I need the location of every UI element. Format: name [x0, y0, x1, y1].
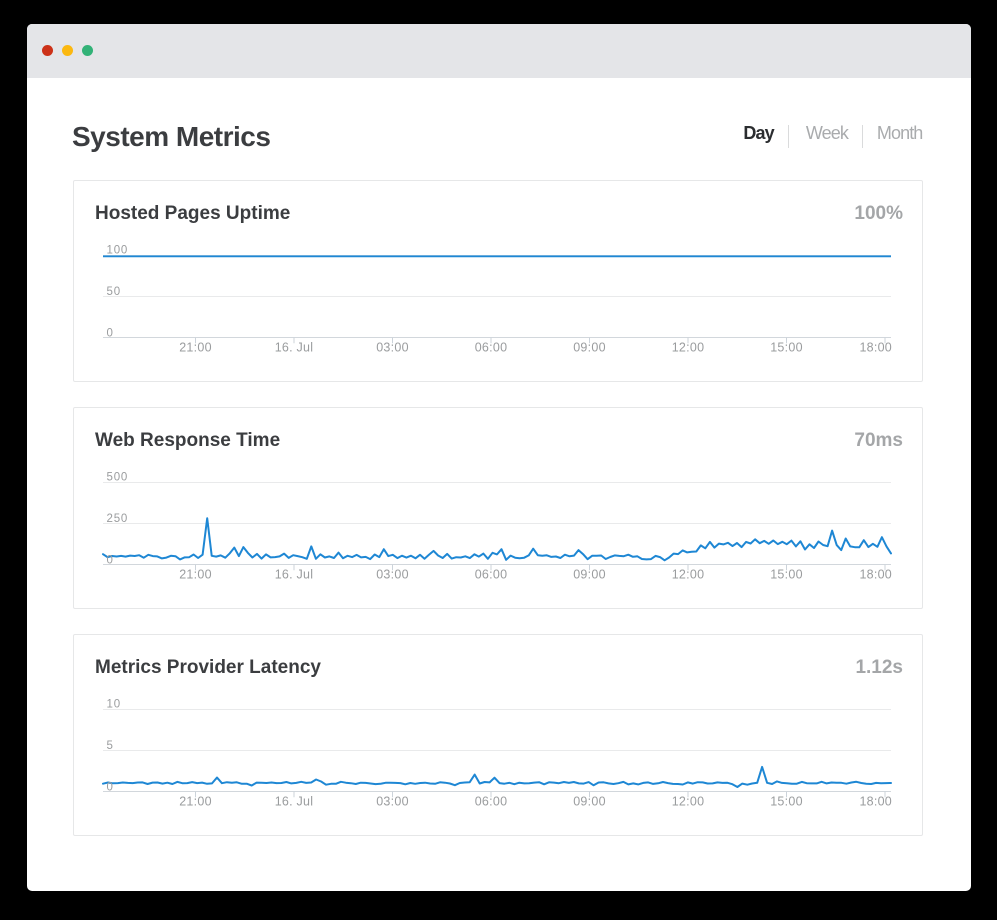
svg-text:21:00: 21:00 — [179, 341, 212, 355]
svg-text:09:00: 09:00 — [573, 568, 606, 582]
svg-text:06:00: 06:00 — [475, 795, 508, 809]
svg-text:12:00: 12:00 — [672, 568, 705, 582]
svg-text:100: 100 — [107, 245, 129, 257]
svg-text:15:00: 15:00 — [770, 568, 803, 582]
svg-text:18:00: 18:00 — [859, 341, 892, 355]
svg-text:21:00: 21:00 — [179, 568, 212, 582]
svg-text:03:00: 03:00 — [376, 568, 409, 582]
svg-text:03:00: 03:00 — [376, 795, 409, 809]
svg-text:09:00: 09:00 — [573, 341, 606, 355]
svg-text:15:00: 15:00 — [770, 795, 803, 809]
svg-text:06:00: 06:00 — [475, 568, 508, 582]
svg-text:50: 50 — [107, 286, 121, 298]
svg-text:18:00: 18:00 — [859, 795, 892, 809]
svg-text:18:00: 18:00 — [859, 568, 892, 582]
svg-text:0: 0 — [107, 555, 114, 567]
svg-text:06:00: 06:00 — [475, 341, 508, 355]
svg-text:250: 250 — [107, 513, 129, 525]
svg-text:03:00: 03:00 — [376, 341, 409, 355]
svg-text:10: 10 — [107, 699, 121, 711]
svg-text:09:00: 09:00 — [573, 795, 606, 809]
svg-text:0: 0 — [107, 328, 114, 340]
svg-text:0: 0 — [107, 782, 114, 794]
svg-text:5: 5 — [107, 740, 114, 752]
svg-text:21:00: 21:00 — [179, 795, 212, 809]
svg-text:500: 500 — [107, 472, 129, 484]
svg-text:15:00: 15:00 — [770, 341, 803, 355]
svg-text:12:00: 12:00 — [672, 795, 705, 809]
svg-text:16. Jul: 16. Jul — [275, 795, 314, 809]
svg-text:12:00: 12:00 — [672, 341, 705, 355]
svg-text:16. Jul: 16. Jul — [275, 568, 314, 582]
svg-text:16. Jul: 16. Jul — [275, 341, 314, 355]
